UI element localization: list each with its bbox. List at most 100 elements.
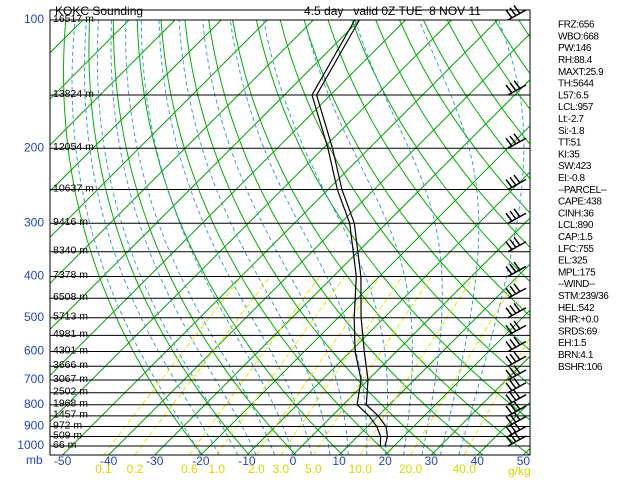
index-text: LCL:890 [558,220,594,231]
index-text: SW:423 [558,161,592,172]
index-text: SRDS:69 [558,326,598,337]
barb-staff [507,287,527,299]
index-text: BSHR:106 [558,362,603,373]
barb-feather [513,236,521,246]
barb-feather [513,401,521,410]
mixing-ratio-line [134,276,271,455]
x-tick-label: 20 [378,454,392,468]
dry-adiabat [327,19,530,317]
index-text: CINH:36 [558,208,594,219]
isotherm [430,355,530,455]
isotherm [384,309,530,455]
dry-adiabat [614,20,640,455]
barb-feather [509,367,517,377]
barb-staff [507,307,527,319]
barb-feather [505,179,513,188]
height-label: 6508 m [53,291,88,303]
moist-adiabat [96,19,239,455]
y-tick-label: 800 [24,397,44,411]
dry-adiabat [112,19,297,455]
chart-title: KOKC Sounding [55,4,143,18]
y-tick-label: 200 [24,140,44,154]
y-tick-label: 400 [24,269,44,283]
x-tick-label: 30 [425,454,439,468]
moist-adiabat [458,19,525,455]
index-text: EH:1.5 [558,338,587,349]
barb-feather [513,208,521,218]
moist-adiabat [418,19,480,455]
isotherm-ext [50,19,452,423]
index-text: MAXT:25.9 [558,67,604,78]
height-label: 4981 m [53,328,88,340]
dry-adiabat [279,19,530,386]
barb-staff [507,84,527,96]
wind-barb [505,336,527,353]
barb-feather [509,322,517,332]
isotherm [62,19,498,455]
isotherm-ext [50,19,222,192]
index-text: HEL:542 [558,303,595,314]
height-label: 13824 m [53,88,94,100]
barb-feather [509,239,517,249]
index-text: RH:88.4 [558,55,593,66]
dry-adiabat [232,19,530,455]
index-text: Si:-1.8 [558,126,585,137]
index-text: LFC:755 [558,244,594,255]
height-label: 2502 m [53,386,88,398]
barb-feather [505,382,513,392]
barb-staff [507,265,527,278]
mixing-ratio-label: 20.0 [399,462,423,476]
height-label: 3067 m [53,373,88,385]
isotherm-ext [50,19,314,284]
dry-adiabat [184,19,437,455]
barb-feather [509,403,517,413]
barb-feather [505,9,513,19]
barb-feather [509,423,517,433]
barb-feather [509,305,517,314]
dry-adiabat [422,19,530,180]
barb-feather [513,336,521,346]
barb-feather [513,377,521,387]
mixing-ratio-line [188,276,321,455]
mixing-ratio-line [255,276,381,455]
barb-feather [505,341,513,350]
barb-feather [513,133,521,143]
x-tick-label: -40 [100,454,118,468]
barb-feather [513,421,521,431]
barb-feather [513,365,521,375]
barb-feather [505,355,513,365]
dry-adiabat [351,19,530,283]
barb-feather [513,283,521,293]
dry-adiabat [208,19,484,455]
background-lines [0,19,640,455]
barb-feather [505,435,513,445]
barb-staff [507,369,527,381]
barb-feather [513,261,521,271]
dry-adiabat [160,19,390,455]
mixing-ratio-line [103,276,242,455]
barb-feather [509,210,517,220]
barb-feather [513,351,521,361]
index-text: MPL:175 [558,267,596,278]
moist-adiabat [125,19,276,455]
x-tick-label: -20 [192,454,210,468]
barb-feather [509,7,517,17]
isotherm-ext [0,20,37,455]
height-label: 3666 m [53,359,88,371]
index-text: KI:35 [558,149,580,160]
moist-adiabat [202,19,349,455]
barb-feather [509,413,517,423]
barb-feather [509,338,517,348]
barb-staff [507,137,527,149]
moist-adiabat [263,19,389,455]
foreground: -50 -40 -30 -20 -10 0 10 20 30 40 50 0.1 0.2 0.6 1.0 2.… [17,5,610,476]
isotherm-ext [50,19,360,331]
mixing-ratio-label: 10.0 [349,462,373,476]
barb-staff [507,178,527,191]
barb-staff [507,355,527,367]
moist-adiabat [178,19,331,455]
index-text: --WIND-- [558,279,595,290]
y-tick-label: 100 [24,12,44,26]
x-tick-label: -30 [146,454,164,468]
barb-feather [509,380,517,390]
